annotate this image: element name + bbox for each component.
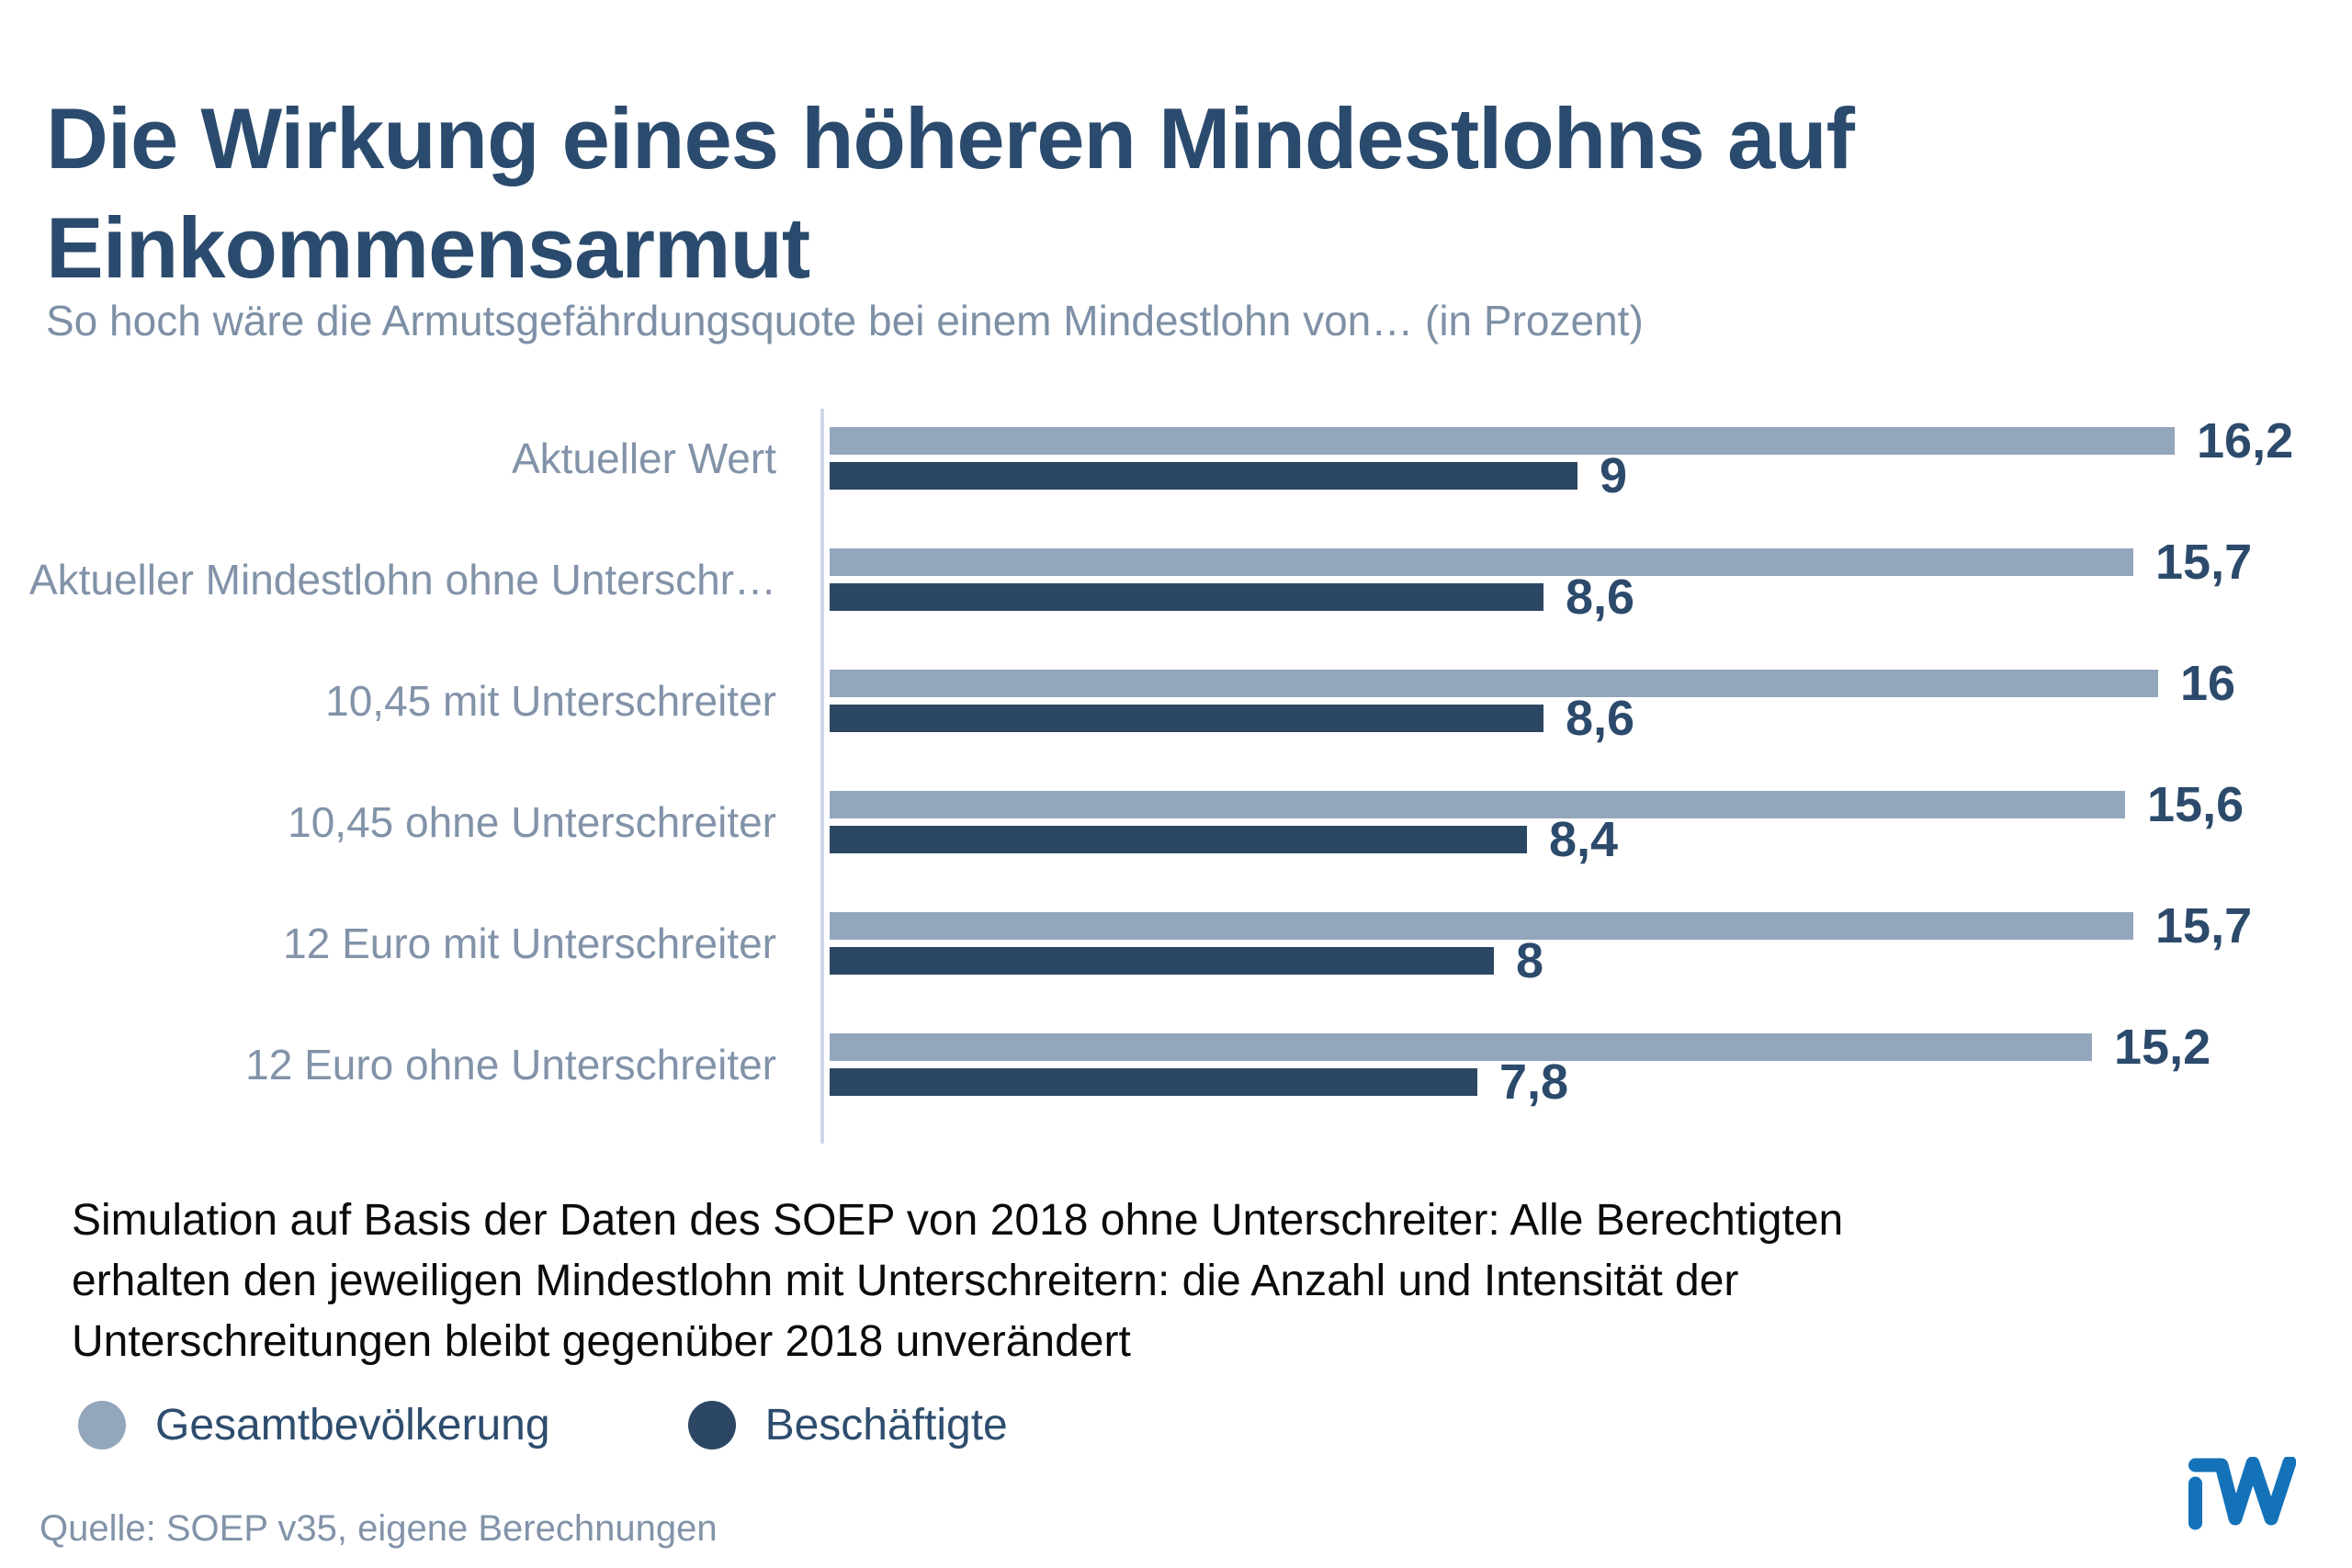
value-label: 9	[1600, 448, 1628, 503]
legend-item-beschaeftigte: Beschäftigte	[687, 1400, 1008, 1450]
bar-chart: Aktueller Wert 16,2 9 Aktueller Mindestlohn…	[0, 409, 2352, 1144]
bar-beschaeftigte	[830, 1068, 1477, 1096]
bar-row: 7,8	[830, 1055, 1569, 1110]
category-label: 12 Euro ohne Unterschreiter	[245, 1041, 776, 1089]
footnote-line: erhalten den jeweiligen Mindestlohn mit …	[72, 1257, 1739, 1305]
footnote-line: Simulation auf Basis der Daten des SOEP …	[72, 1196, 1844, 1245]
legend-label: Gesamtbevölkerung	[155, 1400, 550, 1450]
bar-row: 9	[830, 448, 1628, 503]
value-label: 15,7	[2155, 535, 2253, 590]
iw-logo	[2188, 1457, 2296, 1530]
bar-row: 15,2	[830, 1020, 2211, 1075]
value-label: 7,8	[1499, 1055, 1569, 1110]
bar-gesamtbevoelkerung	[830, 427, 2175, 455]
bar-beschaeftigte	[830, 947, 1494, 975]
bar-row: 8,6	[830, 570, 1635, 625]
y-axis-line	[820, 409, 824, 1144]
bar-gesamtbevoelkerung	[830, 912, 2133, 940]
bar-row: 16	[830, 656, 2236, 711]
iw-logo-w-stroke	[2188, 1457, 2296, 1526]
category-label: 10,45 mit Unterschreiter	[325, 677, 776, 725]
bar-beschaeftigte	[830, 705, 1544, 732]
bar-beschaeftigte	[830, 583, 1544, 611]
footnote: Simulation auf Basis der Daten des SOEP …	[72, 1190, 2240, 1372]
bar-beschaeftigte	[830, 826, 1527, 853]
legend: Gesamtbevölkerung Beschäftigte	[78, 1398, 1008, 1451]
value-label: 15,7	[2155, 898, 2253, 953]
legend-circle-icon	[687, 1400, 736, 1450]
bar-gesamtbevoelkerung	[830, 791, 2125, 818]
value-label: 8,6	[1566, 691, 1635, 746]
bar-row: 15,7	[830, 898, 2253, 953]
legend-label: Beschäftigte	[764, 1400, 1008, 1450]
value-label: 8,4	[1549, 812, 1619, 867]
value-label: 16,2	[2197, 413, 2294, 468]
value-label: 15,6	[2147, 777, 2245, 832]
bar-row: 8	[830, 933, 1544, 988]
category-label: 10,45 ohne Unterschreiter	[288, 798, 776, 846]
bar-row: 16,2	[830, 413, 2294, 468]
value-label: 8,6	[1566, 570, 1635, 625]
bar-gesamtbevoelkerung	[830, 670, 2158, 697]
bar-row: 8,6	[830, 691, 1635, 746]
category-label: Aktueller Wert	[511, 434, 776, 482]
bar-gesamtbevoelkerung	[830, 548, 2133, 576]
bar-gesamtbevoelkerung	[830, 1033, 2092, 1061]
bar-beschaeftigte	[830, 462, 1577, 490]
source-credit: Quelle: SOEP v35, eigene Berechnungen	[40, 1508, 718, 1549]
chart-subtitle: So hoch wäre die Armutsgefährdungsquote …	[46, 297, 1644, 344]
footnote-line: Unterschreitungen bleibt gegenüber 2018 …	[72, 1317, 1131, 1366]
category-label: Aktueller Mindestlohn ohne Unterschr…	[28, 556, 776, 604]
bar-row: 15,7	[830, 535, 2253, 590]
value-label: 8	[1516, 933, 1544, 988]
value-label: 16	[2180, 656, 2236, 711]
bar-row: 8,4	[830, 812, 1619, 867]
legend-circle-icon	[78, 1400, 126, 1450]
page-title: Die Wirkung eines höheren Mindestlohns a…	[46, 89, 1855, 297]
category-label: 12 Euro mit Unterschreiter	[283, 919, 776, 967]
value-label: 15,2	[2114, 1020, 2211, 1075]
bar-row: 15,6	[830, 777, 2245, 832]
legend-item-gesamtbevoelkerung: Gesamtbevölkerung	[78, 1400, 550, 1450]
